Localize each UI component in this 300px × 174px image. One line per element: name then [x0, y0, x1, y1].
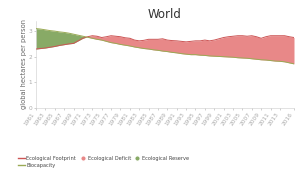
- Title: World: World: [148, 8, 182, 21]
- Y-axis label: global hectares per person: global hectares per person: [21, 19, 27, 109]
- Legend: Ecological Footprint, Biocapacity, Ecological Deficit, Ecological Reserve: Ecological Footprint, Biocapacity, Ecolo…: [18, 156, 190, 168]
